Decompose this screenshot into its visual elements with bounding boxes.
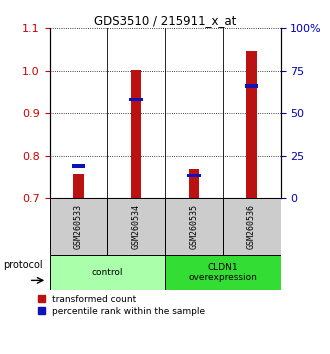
Title: GDS3510 / 215911_x_at: GDS3510 / 215911_x_at — [94, 14, 236, 27]
Bar — [107, 198, 165, 255]
Bar — [72, 164, 85, 168]
Bar — [245, 84, 258, 88]
Text: GSM260535: GSM260535 — [189, 204, 198, 249]
Bar — [165, 255, 280, 290]
Text: CLDN1
overexpression: CLDN1 overexpression — [188, 263, 257, 282]
Bar — [129, 98, 143, 101]
Bar — [50, 255, 165, 290]
Text: protocol: protocol — [3, 260, 43, 270]
Text: GSM260536: GSM260536 — [247, 204, 256, 249]
Text: control: control — [91, 268, 123, 277]
Legend: transformed count, percentile rank within the sample: transformed count, percentile rank withi… — [38, 295, 205, 315]
Bar — [189, 169, 199, 198]
Bar — [50, 198, 107, 255]
Bar — [73, 174, 83, 198]
Bar — [247, 51, 257, 198]
Text: GSM260533: GSM260533 — [74, 204, 83, 249]
Bar — [223, 198, 280, 255]
Bar — [187, 173, 201, 177]
Text: GSM260534: GSM260534 — [132, 204, 141, 249]
Bar — [131, 70, 141, 198]
Bar — [165, 198, 223, 255]
